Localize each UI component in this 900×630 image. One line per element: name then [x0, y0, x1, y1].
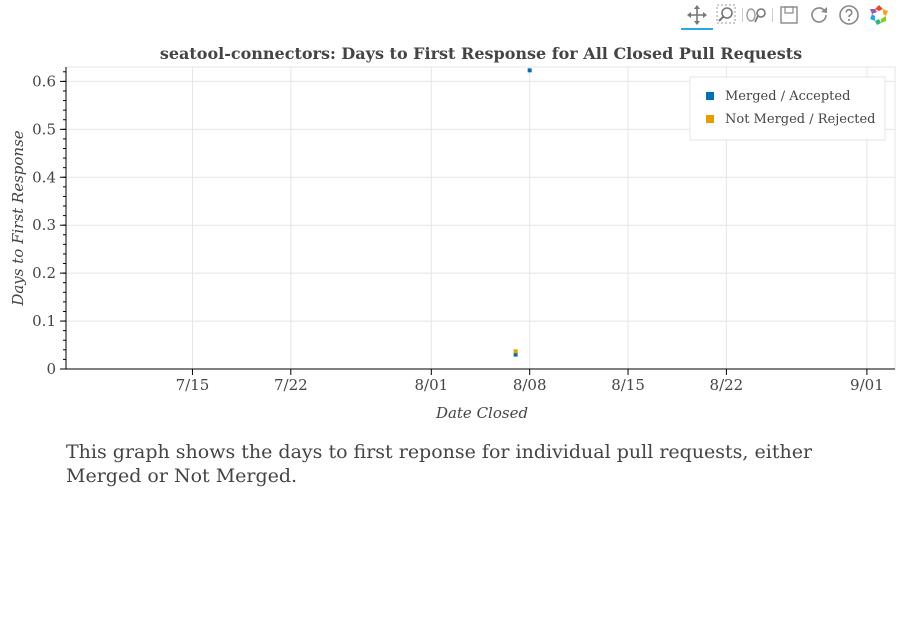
x-tick-label: 7/22: [274, 376, 308, 394]
pan-icon[interactable]: [681, 3, 713, 30]
plot-toolbar: [681, 0, 900, 30]
save-icon[interactable]: [777, 3, 801, 27]
legend-label-not-merged: Not Merged / Rejected: [725, 112, 875, 127]
y-tick-label: 0.3: [32, 216, 56, 234]
toolbar-separator: [772, 8, 773, 22]
wheel-zoom-icon[interactable]: [745, 3, 769, 27]
y-axis: 0 0.1 0.2 0.3 0.4 0.5 0.6: [32, 67, 67, 378]
legend-label-merged: Merged / Accepted: [725, 89, 850, 104]
legend[interactable]: Merged / Accepted Not Merged / Rejected: [689, 76, 886, 141]
y-tick-label: 0: [46, 360, 56, 378]
not-merged-point: [513, 349, 518, 354]
x-tick-label: 7/15: [176, 376, 210, 394]
merged-point: [527, 68, 532, 73]
y-tick-label: 0.5: [32, 120, 56, 138]
legend-swatch-merged: [706, 92, 714, 100]
x-tick-label: 9/01: [850, 376, 884, 394]
x-tick-label: 8/22: [710, 376, 744, 394]
legend-box: [689, 76, 886, 141]
y-tick-label: 0.6: [32, 72, 56, 90]
grid-lines: [66, 67, 895, 370]
scatter-chart: seatool-connectors: Days to First Respon…: [9, 44, 896, 422]
reset-icon[interactable]: [807, 3, 831, 27]
bokeh-logo-icon[interactable]: [867, 3, 891, 27]
x-tick-label: 8/08: [513, 376, 547, 394]
y-tick-label: 0.2: [32, 264, 56, 282]
y-tick-label: 0.1: [32, 312, 56, 330]
box-zoom-icon[interactable]: [715, 3, 739, 27]
help-icon[interactable]: [837, 3, 861, 27]
legend-swatch-not-merged: [706, 115, 714, 123]
merged-point: [513, 352, 518, 357]
x-axis: 7/15 7/22 8/01 8/08 8/15 8/22 9/01: [66, 368, 895, 394]
x-tick-label: 8/01: [414, 376, 448, 394]
chart-caption: This graph shows the days to first repon…: [66, 441, 813, 487]
x-tick-label: 8/15: [611, 376, 645, 394]
x-axis-label: Date Closed: [435, 404, 528, 422]
chart-title: seatool-connectors: Days to First Respon…: [160, 44, 802, 63]
y-axis-label: Days to First Response: [9, 130, 27, 306]
y-tick-label: 0.4: [32, 168, 56, 186]
data-points: [513, 68, 532, 357]
toolbar-separator: [742, 8, 743, 22]
